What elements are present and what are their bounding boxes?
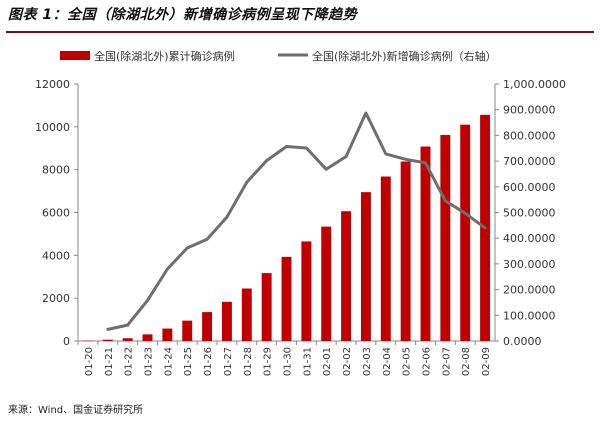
y-left-tick-label: 10000 <box>35 121 70 134</box>
x-tick-label: 01-25 <box>183 347 194 376</box>
y-left-tick-label: 8000 <box>42 164 70 177</box>
y-axis-left: 0 2000 4000 6000 8000 10000 12000 <box>35 78 78 348</box>
bar <box>82 340 93 342</box>
legend-bar-swatch <box>60 51 90 60</box>
x-tick-label: 02-02 <box>342 347 353 376</box>
y-right-tick-label: 700.0000 <box>503 155 556 168</box>
bar <box>122 338 133 341</box>
x-tick-label: 01-27 <box>223 347 234 376</box>
y-left-tick-label: 12000 <box>35 78 70 91</box>
x-tick-label: 02-07 <box>441 347 452 376</box>
x-tick-label: 01-31 <box>302 347 313 376</box>
bar <box>142 334 153 341</box>
bar <box>102 339 113 341</box>
y-right-tick-label: 400.0000 <box>503 232 556 245</box>
line-series <box>106 111 487 331</box>
source-note: 来源：Wind、国金证券研究所 <box>8 405 144 416</box>
y-right-tick-label: 300.0000 <box>503 258 556 271</box>
x-tick-label: 02-01 <box>322 347 333 376</box>
bar <box>440 134 451 341</box>
x-tick-label: 01-22 <box>124 347 135 376</box>
bar <box>162 328 173 341</box>
bar <box>281 256 292 341</box>
figure-title: 图表 1：全国（除湖北外）新增确诊病例呈现下降趋势 <box>8 7 358 23</box>
x-tick-label: 02-04 <box>382 347 393 376</box>
bar <box>182 320 193 341</box>
x-tick-label: 01-26 <box>203 347 214 376</box>
bar <box>241 288 252 341</box>
legend-bar-label: 全国(除湖北外)累计确诊病例 <box>94 49 235 63</box>
title-rule <box>6 31 594 33</box>
y-left-tick-label: 4000 <box>42 249 70 262</box>
bar <box>261 273 272 341</box>
bar <box>341 211 352 341</box>
bar <box>321 226 332 341</box>
x-tick-label: 02-08 <box>461 347 472 376</box>
x-tick-label: 01-24 <box>163 347 174 376</box>
bar <box>400 161 411 341</box>
x-tick-label: 02-03 <box>362 347 373 376</box>
x-tick-label: 01-23 <box>144 347 155 376</box>
bar <box>460 124 471 341</box>
bar <box>360 192 371 341</box>
y-right-tick-label: 200.0000 <box>503 284 556 297</box>
line-path <box>106 111 487 331</box>
y-left-tick-label: 2000 <box>42 292 70 305</box>
x-tick-label: 01-20 <box>84 347 95 376</box>
x-tick-label: 02-05 <box>402 347 413 376</box>
x-tick-label: 01-29 <box>263 347 274 376</box>
y-right-tick-label: 100.0000 <box>503 309 556 322</box>
y-right-tick-label: 500.0000 <box>503 207 556 220</box>
y-right-tick-label: 600.0000 <box>503 181 556 194</box>
y-right-tick-label: 1,000.0000 <box>503 78 566 91</box>
x-axis: 01-20 01-21 01-22 01-23 01-24 01-25 01-26 01-27… <box>77 341 492 376</box>
bar <box>420 146 431 341</box>
y-right-tick-label: 0.0000 <box>503 335 542 348</box>
y-axis-right: 0.0000 100.0000 200.0000 300.0000 400.0000 50… <box>495 78 566 348</box>
legend-line-label: 全国(除湖北外)新增确诊病例（右轴） <box>312 49 497 63</box>
x-tick-label: 01-21 <box>104 347 115 376</box>
x-tick-label: 01-28 <box>243 347 254 376</box>
bar <box>301 241 312 341</box>
y-right-tick-label: 800.0000 <box>503 129 556 142</box>
y-left-tick-label: 0 <box>63 335 70 348</box>
legend: 全国(除湖北外)累计确诊病例 全国(除湖北外)新增确诊病例（右轴） <box>60 49 497 63</box>
bar <box>221 301 232 341</box>
bars <box>82 114 491 342</box>
y-right-tick-label: 900.0000 <box>503 104 556 117</box>
y-left-tick-label: 6000 <box>42 207 70 220</box>
chart: 全国(除湖北外)累计确诊病例 全国(除湖北外)新增确诊病例（右轴） 0 2000 4… <box>35 49 566 376</box>
bar <box>202 312 213 341</box>
x-tick-label: 02-06 <box>422 347 433 376</box>
bar <box>380 176 391 341</box>
x-tick-label: 01-30 <box>283 347 294 376</box>
x-tick-label: 02-09 <box>481 347 492 376</box>
